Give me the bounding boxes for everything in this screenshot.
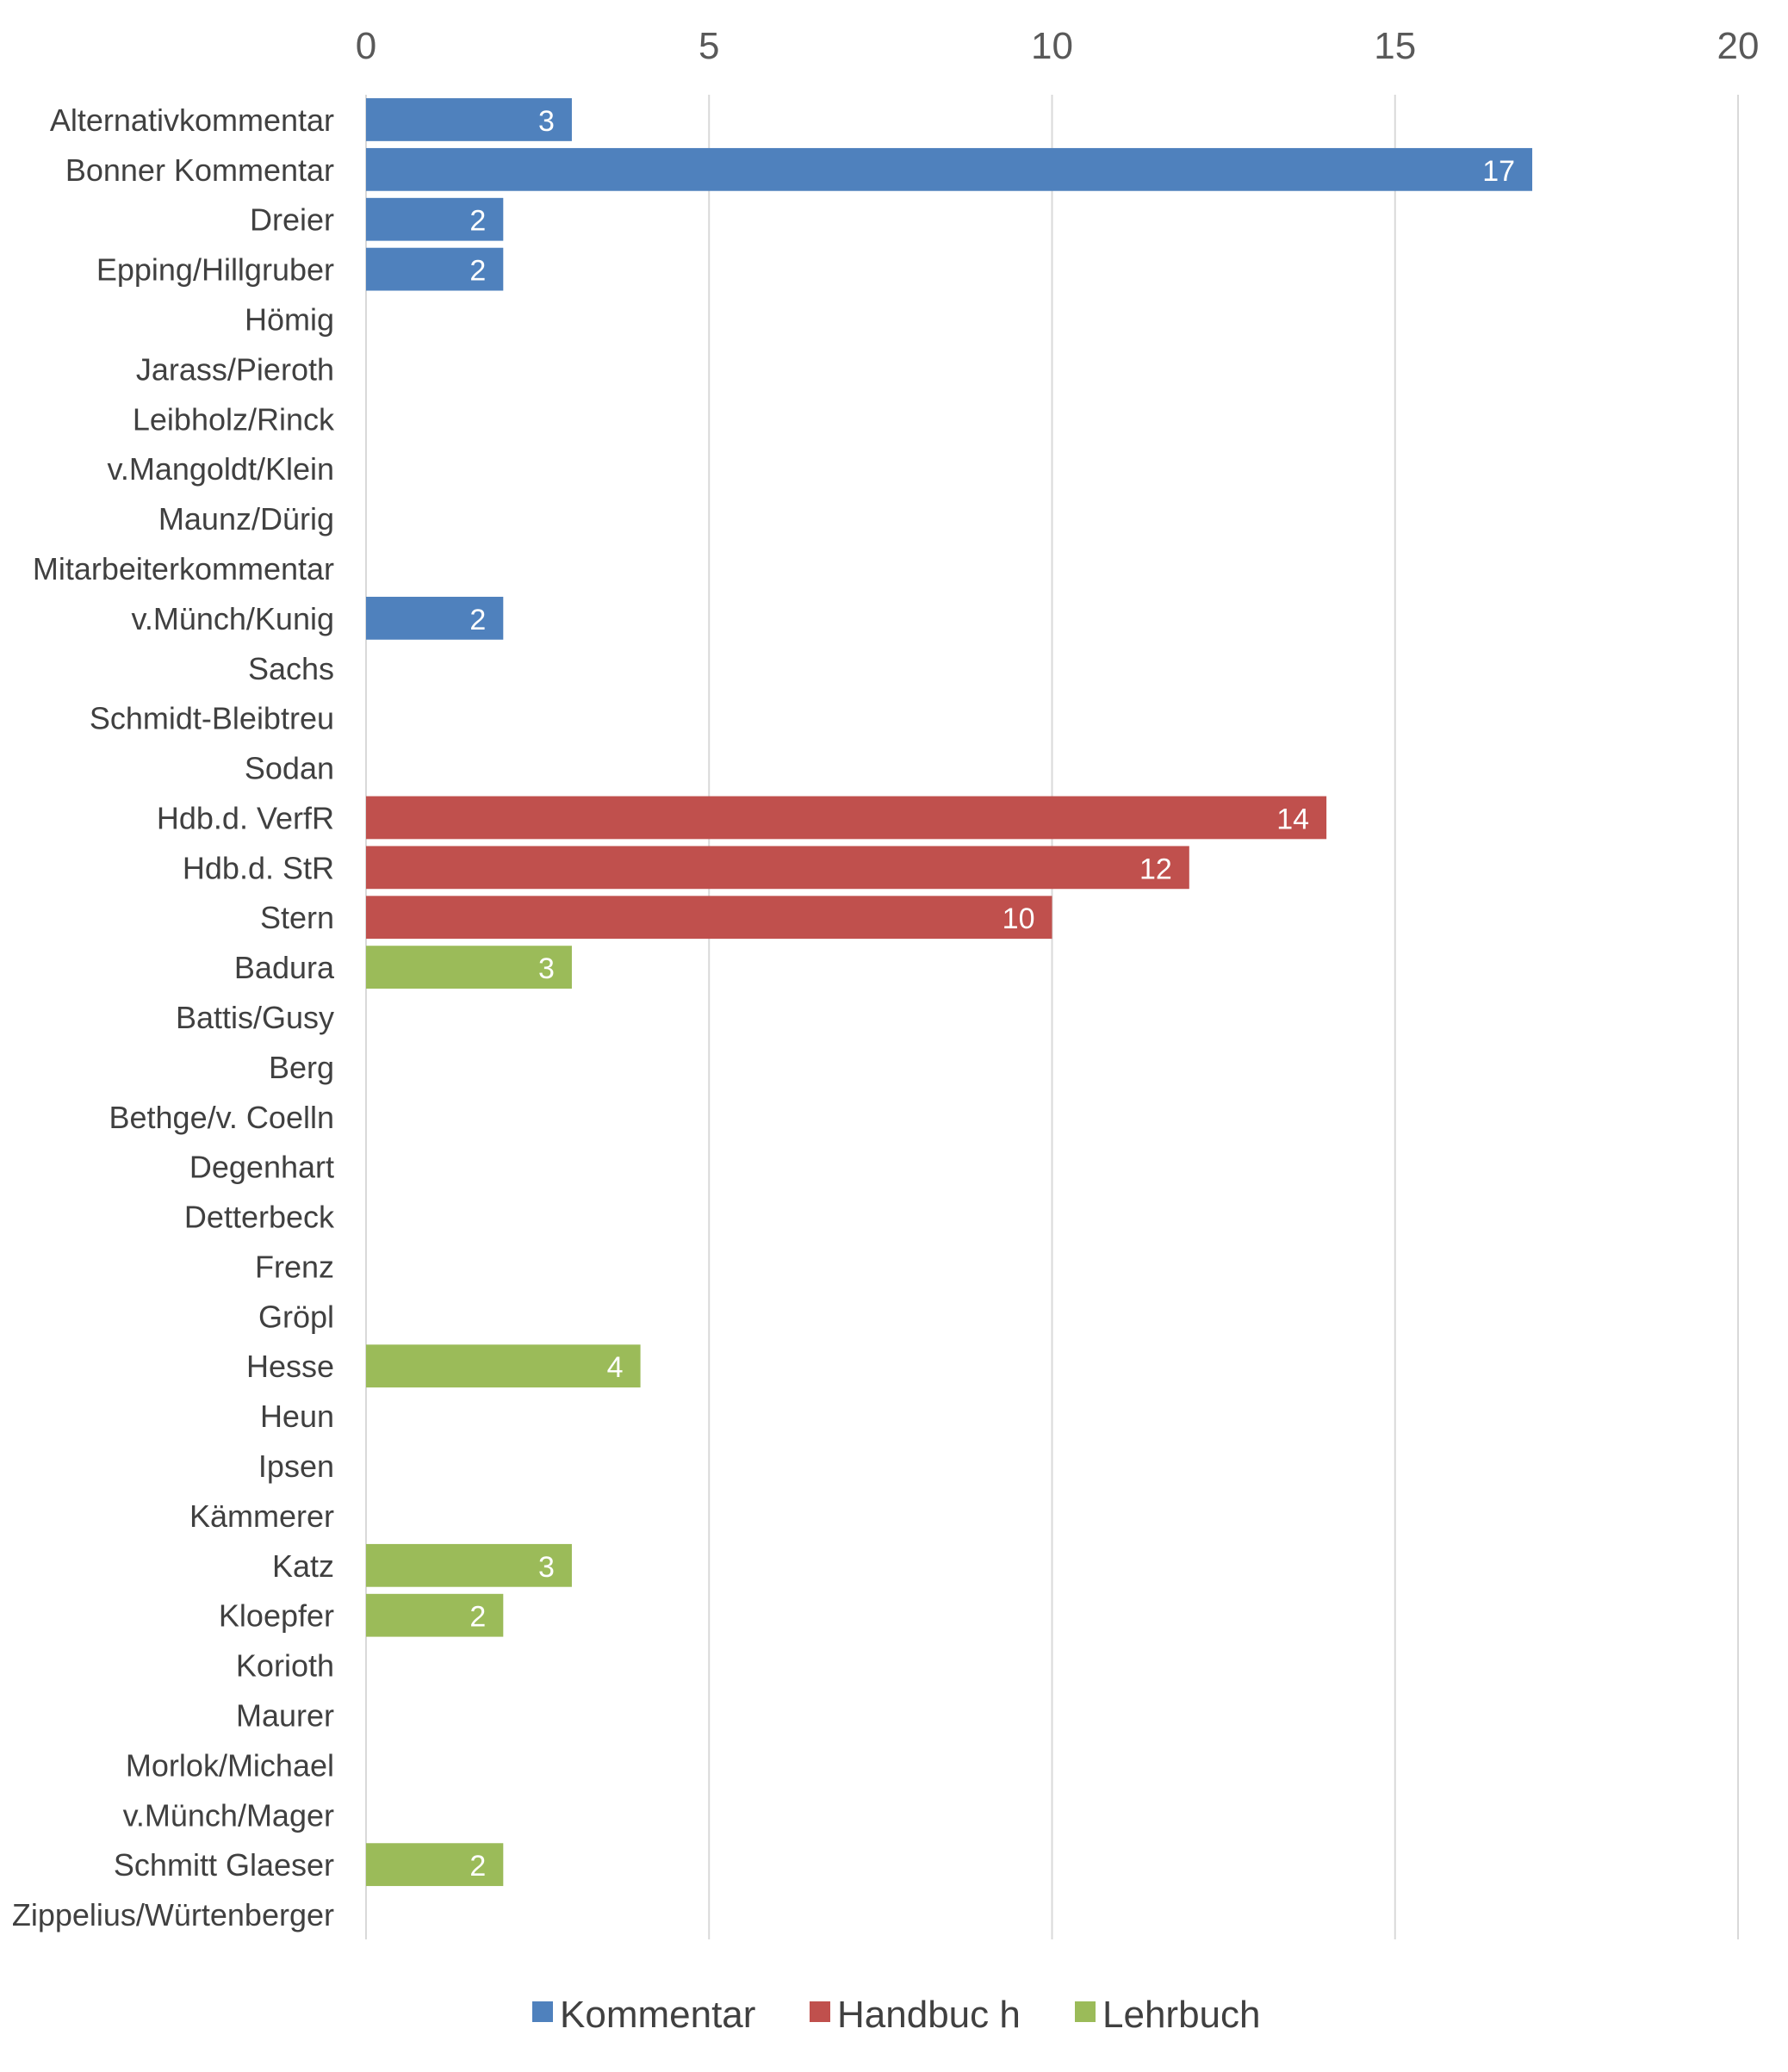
legend-label: Lehrbuch	[1102, 1994, 1260, 2036]
category-label: Maurer	[236, 1697, 334, 1733]
category-label: Sachs	[248, 651, 334, 686]
bar	[366, 1543, 572, 1587]
category-label: Bethge/v. Coelln	[109, 1100, 335, 1135]
category-label: Jarass/Pieroth	[136, 351, 334, 387]
category-label: Alternativkommentar	[50, 102, 334, 138]
bar	[366, 247, 504, 291]
category-label: Zippelius/Würtenberger	[12, 1897, 334, 1932]
x-tick-label: 0	[356, 25, 376, 67]
x-tick-label: 15	[1374, 25, 1416, 67]
category-label: v.Münch/Kunig	[132, 601, 334, 636]
category-label: Ipsen	[258, 1449, 334, 1484]
bar	[366, 147, 1533, 191]
data-label: 2	[469, 205, 486, 238]
category-label: Sodan	[245, 751, 334, 786]
gridlines	[365, 95, 1739, 1939]
legend: Kommentar Handbuc h Lehrbuch	[532, 1994, 1260, 2036]
x-tick-label: 5	[698, 25, 719, 67]
category-label: Battis/Gusy	[176, 1000, 334, 1035]
category-label: Mitarbeiterkommentar	[33, 551, 334, 586]
category-label: Detterbeck	[184, 1200, 335, 1235]
data-label: 3	[538, 1551, 555, 1584]
data-label: 4	[607, 1351, 624, 1384]
data-label: 10	[1003, 903, 1035, 935]
data-label: 2	[469, 604, 486, 636]
legend-label: Handbuc h	[837, 1994, 1021, 2036]
category-label: v.Mangoldt/Klein	[108, 451, 334, 487]
bar	[366, 896, 1052, 940]
bar	[366, 1843, 504, 1887]
category-label: Schmidt-Bleibtreu	[90, 701, 334, 736]
bar	[366, 1344, 641, 1388]
category-label: Stern	[260, 900, 334, 935]
data-label: 2	[469, 1601, 486, 1634]
x-tick-label: 10	[1031, 25, 1073, 67]
category-label: Degenhart	[189, 1150, 334, 1185]
category-label: Epping/Hillgruber	[96, 252, 334, 288]
data-label: 12	[1139, 853, 1172, 885]
category-label: Hömig	[245, 302, 334, 338]
x-tick-label: 20	[1717, 25, 1760, 67]
category-label: Maunz/Dürig	[158, 501, 334, 537]
bars: 3 17 2 2 2 14 12 10 3 4 3 2 2	[366, 98, 1533, 1887]
category-label: Katz	[272, 1548, 334, 1584]
bar	[366, 197, 504, 241]
bar	[366, 846, 1189, 890]
data-label: 3	[538, 105, 555, 138]
category-label: Badura	[234, 950, 335, 985]
legend-swatch	[1075, 2001, 1096, 2022]
category-label: Frenz	[255, 1249, 334, 1284]
category-label: Kloepfer	[219, 1598, 334, 1634]
data-label: 17	[1482, 155, 1515, 188]
category-label: Bonner Kommentar	[65, 152, 334, 188]
category-label: Dreier	[250, 202, 334, 238]
category-labels: Alternativkommentar Bonner Kommentar Dreie…	[12, 102, 335, 1932]
legend-swatch	[532, 2001, 553, 2022]
legend-label: Kommentar	[560, 1994, 755, 2036]
category-label: Morlok/Michael	[126, 1747, 334, 1783]
x-axis-ticks: 0 5 10 15 20	[356, 25, 1760, 67]
category-label: Gröpl	[258, 1299, 334, 1334]
bar	[366, 946, 572, 989]
category-label: Hesse	[246, 1349, 334, 1384]
category-label: Berg	[269, 1050, 334, 1085]
category-label: v.Münch/Mager	[123, 1797, 334, 1833]
data-label: 14	[1276, 803, 1309, 835]
data-label: 2	[469, 255, 486, 288]
bar	[366, 1593, 504, 1637]
category-label: Kämmerer	[189, 1498, 334, 1534]
bar	[366, 796, 1327, 840]
category-label: Schmitt Glaeser	[114, 1847, 334, 1883]
bar	[366, 596, 504, 640]
category-label: Korioth	[236, 1648, 334, 1684]
data-label: 2	[469, 1850, 486, 1883]
bar	[366, 98, 572, 141]
data-label: 3	[538, 952, 555, 985]
legend-swatch	[810, 2001, 830, 2022]
category-label: Leibholz/Rinck	[133, 401, 335, 437]
category-label: Heun	[260, 1399, 334, 1434]
category-label: Hdb.d. VerfR	[157, 800, 334, 835]
category-label: Hdb.d. StR	[183, 850, 334, 885]
